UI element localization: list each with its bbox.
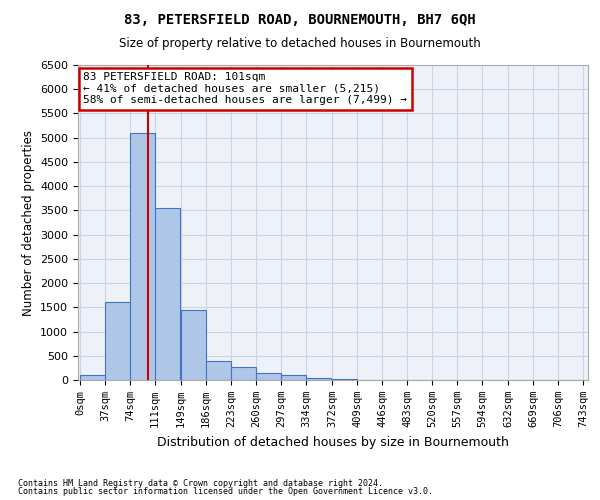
Bar (155, 208, 180, 380)
Bar (231, 368, 256, 380)
Y-axis label: Number of detached properties: Number of detached properties (22, 130, 35, 316)
Bar (332, 379, 357, 380)
Bar (281, 375, 306, 380)
X-axis label: Distribution of detached houses by size in Bournemouth: Distribution of detached houses by size … (157, 436, 509, 448)
Bar (130, 133, 155, 380)
Bar (105, 302, 130, 380)
Bar (80, 375, 105, 380)
Text: Contains HM Land Registry data © Crown copyright and database right 2024.: Contains HM Land Registry data © Crown c… (18, 478, 383, 488)
Bar (307, 378, 331, 380)
Text: 83, PETERSFIELD ROAD, BOURNEMOUTH, BH7 6QH: 83, PETERSFIELD ROAD, BOURNEMOUTH, BH7 6… (124, 12, 476, 26)
Text: Size of property relative to detached houses in Bournemouth: Size of property relative to detached ho… (119, 38, 481, 51)
Text: Contains public sector information licensed under the Open Government Licence v3: Contains public sector information licen… (18, 487, 433, 496)
Bar (256, 373, 281, 380)
Text: 83 PETERSFIELD ROAD: 101sqm
← 41% of detached houses are smaller (5,215)
58% of : 83 PETERSFIELD ROAD: 101sqm ← 41% of det… (83, 72, 407, 106)
Bar (206, 360, 231, 380)
Bar (181, 310, 206, 380)
